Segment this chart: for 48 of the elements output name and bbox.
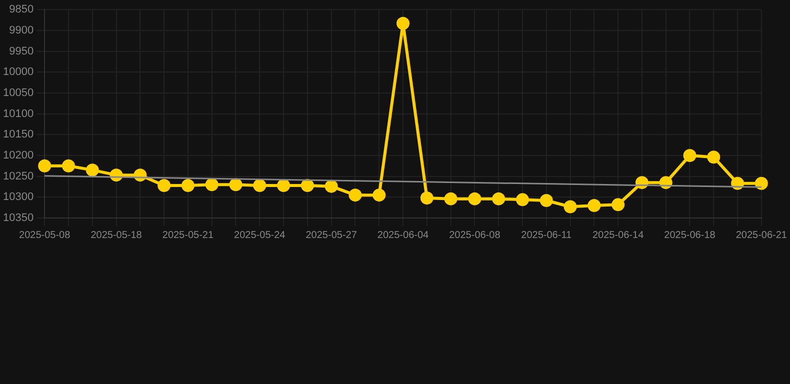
y-tick-label: 10350 — [2, 212, 34, 224]
point — [181, 178, 194, 192]
point — [372, 188, 386, 202]
y-tick-label: 9950 — [9, 45, 34, 58]
x-tick-label: 2025-06-08 — [449, 230, 501, 241]
y-tick-label: 10250 — [2, 170, 34, 182]
x-tick-label: 2025-05-27 — [306, 230, 358, 241]
point — [516, 193, 529, 206]
x-tick-label: 2025-05-24 — [234, 230, 286, 241]
point — [62, 159, 75, 172]
y-tick-label: 10150 — [2, 128, 34, 141]
y-tick-label: 9900 — [9, 24, 34, 36]
point — [492, 192, 506, 206]
y-tick-label: 10000 — [2, 66, 34, 78]
point — [348, 188, 362, 202]
y-tick-label: 10050 — [2, 86, 34, 99]
point — [754, 176, 768, 190]
x-tick-label: 2025-05-18 — [90, 230, 142, 241]
point — [612, 198, 625, 212]
point — [588, 198, 601, 212]
x-tick-label: 2025-05-21 — [162, 230, 214, 241]
point — [229, 178, 242, 192]
x-tick-label: 2025-06-11 — [521, 230, 572, 241]
point — [277, 178, 290, 192]
point — [86, 164, 99, 177]
point — [158, 178, 171, 192]
point — [540, 194, 553, 207]
y-tick-label: 9850 — [9, 4, 34, 16]
y-tick-label: 10100 — [2, 108, 34, 120]
x-tick-label: 2025-05-08 — [19, 230, 71, 241]
point — [205, 178, 218, 192]
x-tick-label: 2025-06-18 — [664, 230, 716, 241]
point — [300, 178, 314, 192]
y-tick-label: 10300 — [2, 191, 34, 204]
point — [683, 148, 696, 162]
point — [420, 191, 434, 204]
point — [324, 180, 338, 193]
point — [444, 192, 458, 206]
x-tick-label: 2025-06-14 — [592, 230, 644, 241]
x-tick-label: 2025-06-21 — [736, 230, 788, 241]
y-tick-label: 10200 — [2, 150, 34, 162]
point — [253, 178, 266, 192]
point — [38, 159, 52, 172]
point — [707, 150, 720, 164]
point — [396, 16, 410, 30]
point — [564, 200, 577, 214]
x-tick-label: 2025-06-04 — [377, 230, 430, 241]
point — [468, 192, 482, 206]
